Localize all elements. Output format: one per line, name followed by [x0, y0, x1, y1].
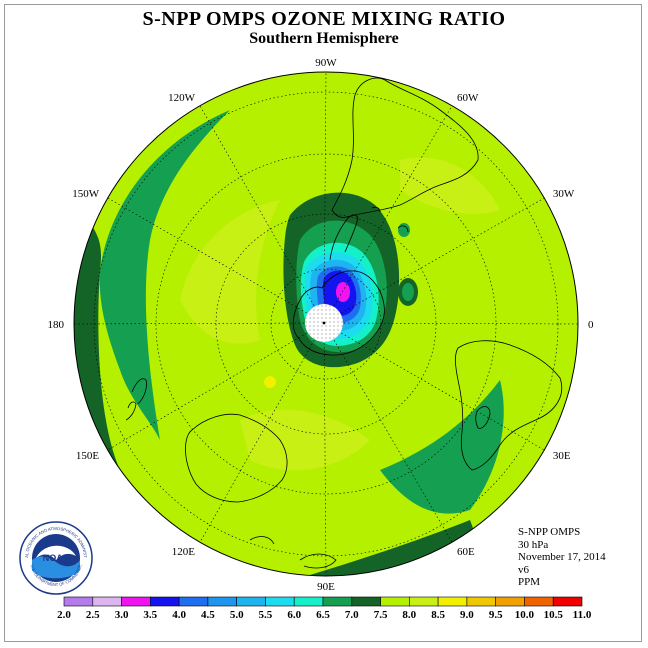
colorbar-label: 3.0: [115, 609, 129, 621]
field-yellow-spot: [264, 376, 276, 388]
field-mid-green-se: [380, 380, 504, 514]
colorbar-swatch: [322, 596, 353, 607]
colorbar-label: 5.0: [230, 609, 244, 621]
field-yellow-green-3: [400, 157, 500, 214]
field-yellow-green-2: [240, 409, 370, 471]
noaa-logo: NOAA NATIONAL OCEANIC AND ATMOSPHERIC AD…: [18, 520, 93, 595]
longitude-label: 90E: [317, 581, 335, 593]
colorbar-label: 11.0: [573, 609, 592, 621]
colorbar-label: 7.0: [345, 609, 359, 621]
info-date: November 17, 2014: [518, 551, 606, 563]
colorbar-label: 8.0: [402, 609, 416, 621]
coastlines: [125, 77, 563, 569]
colorbar-swatch: [524, 596, 554, 607]
colorbar-label: 6.0: [287, 609, 301, 621]
colorbar-swatch: [150, 596, 180, 607]
longitude-label: 60W: [457, 92, 479, 104]
map-title: S-NPP OMPS OZONE MIXING RATIO: [142, 8, 506, 30]
meridian-line: [323, 71, 327, 324]
colorbar-label: 4.5: [201, 609, 215, 621]
south-pole-marker: [322, 321, 326, 325]
colorbar-swatch: [552, 596, 583, 607]
colorbar-label: 6.5: [316, 609, 330, 621]
meridian-line: [199, 105, 325, 324]
longitude-label: 60E: [457, 546, 475, 558]
longitude-label: 30E: [553, 450, 571, 462]
vortex-magenta-core: [336, 282, 350, 302]
meridian-line: [107, 197, 325, 324]
longitude-label: 120W: [168, 92, 196, 104]
meridian-line: [107, 322, 325, 451]
colorbar-label: 5.5: [259, 609, 273, 621]
colorbar-swatch: [380, 596, 410, 607]
colorbar-label: 8.5: [431, 609, 445, 621]
colorbar-swatch: [495, 596, 525, 607]
field-yellow-green-1: [180, 200, 280, 344]
info-level: 30 hPa: [518, 538, 549, 551]
colorbar-label: 2.5: [86, 609, 100, 621]
colorbar-label: 4.0: [172, 609, 186, 621]
colorbar-swatch: [63, 596, 94, 607]
info-instrument: S-NPP OMPS: [518, 526, 581, 538]
longitude-label: 30W: [553, 188, 575, 200]
colorbar-label: 9.5: [489, 609, 503, 621]
longitude-labels: 90W 60W 30W 0 30E 60E 90E 120E 150E 180 150W 120W: [48, 57, 595, 593]
map-boundary: [73, 71, 579, 577]
colorbar-label: 10.5: [544, 609, 564, 621]
colorbar-swatch: [92, 596, 122, 607]
colorbar-swatch: [351, 596, 381, 607]
info-version: v6: [518, 563, 529, 576]
colorbar-label: 3.5: [143, 609, 157, 621]
longitude-label: 150W: [72, 188, 100, 200]
info-units: PPM: [518, 576, 541, 588]
longitude-label: 0: [588, 319, 594, 331]
longitude-label: 180: [48, 319, 65, 331]
colorbar-label: 9.0: [460, 609, 474, 621]
colorbar-label: 2.0: [57, 609, 71, 621]
colorbar-swatch: [265, 596, 295, 607]
noaa-logo-text: NOAA: [43, 553, 70, 563]
colorbar-label: 10.0: [515, 609, 535, 621]
longitude-label: 150E: [76, 450, 100, 462]
info-block: S-NPP OMPS 30 hPa November 17, 2014 v6 P…: [518, 526, 606, 589]
colorbar-swatch: [437, 596, 468, 607]
colorbar-swatch: [207, 596, 237, 607]
meridian-line: [73, 322, 325, 325]
colorbar-swatch: [236, 596, 266, 607]
longitude-label: 90W: [315, 57, 337, 69]
colorbar-swatch: [121, 596, 151, 607]
colorbar-swatch: [293, 596, 324, 607]
map-subtitle: Southern Hemisphere: [249, 30, 399, 47]
longitude-label: 120E: [172, 546, 196, 558]
colorbar-swatch: [178, 596, 209, 607]
field-mid-green-west: [99, 110, 230, 440]
colorbar-label: 7.5: [374, 609, 388, 621]
graticule: [73, 71, 579, 577]
field-dark-green-south: [300, 520, 500, 576]
plot-frame: [4, 4, 642, 642]
colorbar-swatch: [466, 596, 496, 607]
colorbar-swatch: [408, 596, 439, 607]
